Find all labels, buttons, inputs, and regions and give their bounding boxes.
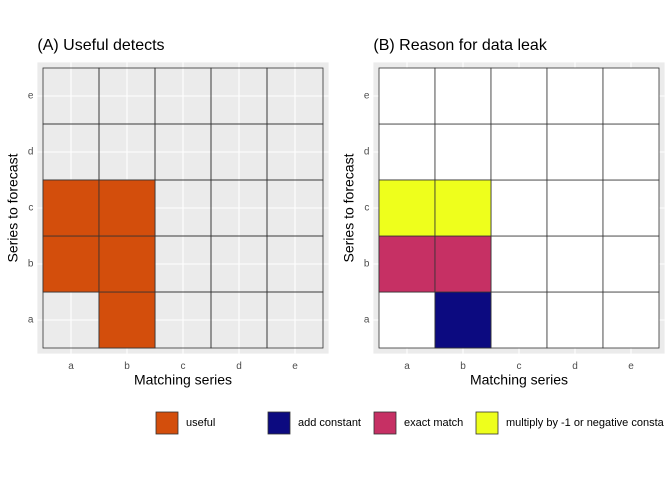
x-tick-label: c bbox=[517, 361, 522, 372]
empty-tile bbox=[378, 67, 436, 125]
legend-label: add constant bbox=[298, 417, 361, 429]
empty-tile bbox=[602, 67, 660, 125]
y-tick-label: d bbox=[364, 147, 370, 158]
x-tick-label: b bbox=[124, 361, 130, 372]
tile bbox=[378, 179, 436, 237]
legend-key bbox=[155, 411, 179, 435]
empty-tile bbox=[602, 291, 660, 349]
empty-tile bbox=[378, 291, 436, 349]
y-tick-label: d bbox=[28, 147, 34, 158]
empty-tile bbox=[546, 235, 604, 293]
chart-title: (B) Reason for data leak bbox=[373, 37, 547, 54]
tile bbox=[42, 179, 100, 237]
legend-key bbox=[267, 411, 291, 435]
chart-title: (A) Useful detects bbox=[37, 37, 164, 54]
x-axis-title: Matching series bbox=[470, 371, 568, 387]
x-tick-label: b bbox=[460, 361, 466, 372]
tile bbox=[378, 235, 436, 293]
y-tick-label: a bbox=[364, 315, 370, 326]
legend-label: multiply by -1 or negative consta bbox=[506, 417, 665, 429]
x-tick-label: c bbox=[181, 361, 186, 372]
empty-tile bbox=[490, 179, 548, 237]
empty-tile bbox=[546, 291, 604, 349]
empty-tile bbox=[602, 179, 660, 237]
y-tick-label: c bbox=[364, 203, 369, 214]
x-tick-label: a bbox=[68, 361, 74, 372]
empty-tile bbox=[490, 291, 548, 349]
y-tick-label: c bbox=[28, 203, 33, 214]
tile bbox=[434, 235, 492, 293]
tile bbox=[98, 179, 156, 237]
legend-label: useful bbox=[186, 417, 215, 429]
x-tick-label: e bbox=[292, 361, 298, 372]
tile bbox=[434, 179, 492, 237]
empty-tile bbox=[490, 67, 548, 125]
empty-tile bbox=[490, 123, 548, 181]
x-axis-title: Matching series bbox=[134, 371, 232, 387]
y-tick-label: e bbox=[364, 91, 370, 102]
empty-tile bbox=[602, 235, 660, 293]
legend-label: exact match bbox=[404, 417, 463, 429]
y-axis-title: Series to forecast bbox=[5, 153, 21, 262]
empty-tile bbox=[490, 235, 548, 293]
x-tick-label: d bbox=[572, 361, 578, 372]
y-tick-label: a bbox=[28, 315, 34, 326]
x-tick-label: d bbox=[236, 361, 242, 372]
y-tick-label: b bbox=[364, 259, 370, 270]
y-axis-title: Series to forecast bbox=[341, 153, 357, 262]
empty-tile bbox=[378, 123, 436, 181]
empty-tile bbox=[546, 67, 604, 125]
empty-tile bbox=[434, 123, 492, 181]
tile bbox=[98, 291, 156, 349]
empty-tile bbox=[434, 67, 492, 125]
x-tick-label: e bbox=[628, 361, 634, 372]
empty-tile bbox=[602, 123, 660, 181]
tile bbox=[98, 235, 156, 293]
empty-tile bbox=[266, 67, 324, 125]
legend-key bbox=[373, 411, 397, 435]
y-tick-label: b bbox=[28, 259, 34, 270]
empty-tile bbox=[546, 179, 604, 237]
empty-tile bbox=[546, 123, 604, 181]
tile bbox=[42, 235, 100, 293]
tile bbox=[434, 291, 492, 349]
y-tick-label: e bbox=[28, 91, 34, 102]
x-tick-label: a bbox=[404, 361, 410, 372]
legend-key bbox=[475, 411, 499, 435]
